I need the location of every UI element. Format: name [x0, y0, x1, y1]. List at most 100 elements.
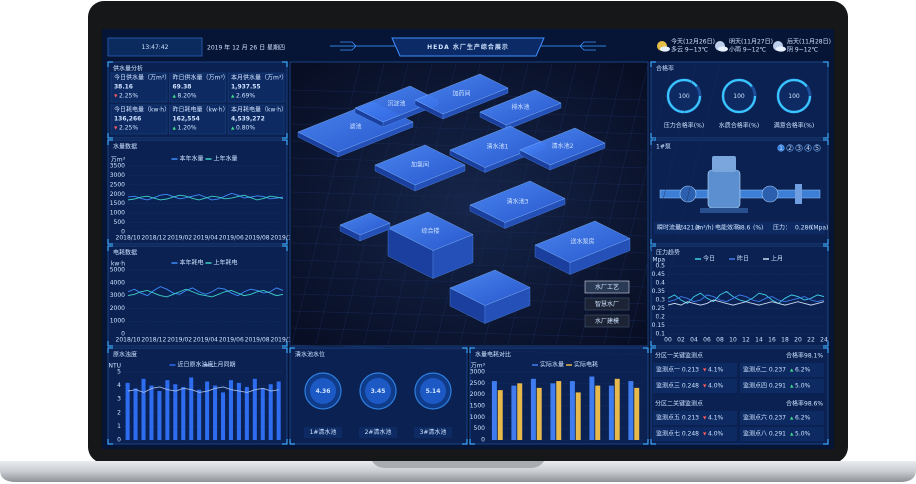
- clock: 13:47:42: [142, 44, 169, 51]
- bar: [276, 381, 281, 440]
- page-dot[interactable]: [813, 144, 821, 152]
- map-grid: [291, 63, 361, 345]
- page-dot[interactable]: [786, 144, 794, 152]
- zone-title: 分区一关键监测点: [655, 352, 703, 360]
- trend-arrow: [172, 126, 176, 130]
- x-tick-label: 2019/04: [193, 235, 218, 242]
- corner-accent: [107, 347, 113, 353]
- corner-accent: [107, 439, 113, 445]
- y-tick-label: 0.25: [652, 305, 666, 312]
- valve: [679, 185, 697, 203]
- y-tick-label: 1500: [470, 403, 485, 410]
- page-dot[interactable]: [795, 144, 803, 152]
- corner-accent: [282, 347, 288, 353]
- map-button-label: 智慧水厂: [595, 300, 619, 308]
- tank-level: 3.45: [371, 388, 386, 395]
- point-change: 4.0%: [708, 383, 724, 390]
- building-top: [479, 89, 562, 126]
- bar: [550, 383, 556, 440]
- trend-arrow: [790, 416, 794, 420]
- y-tick-label: 0: [481, 437, 485, 444]
- gauge-value: 100: [733, 93, 745, 100]
- page-number: 5: [815, 145, 819, 152]
- y-tick-label: 1500: [110, 200, 125, 207]
- y-tick-label: 1000: [470, 414, 485, 421]
- tank-label-box: [414, 427, 452, 438]
- corner-accent: [462, 347, 468, 353]
- bar: [157, 391, 162, 440]
- corner-accent: [282, 245, 288, 251]
- stat-value: 69.38: [173, 84, 192, 91]
- map-grid: [291, 191, 647, 203]
- tank-label: 3#清水池: [420, 428, 447, 436]
- pressure-panel: [650, 245, 829, 347]
- building-top: [519, 127, 606, 166]
- bar: [236, 382, 241, 440]
- y-tick-label: 500: [474, 425, 486, 432]
- stat-change: 0.80%: [236, 125, 255, 132]
- bar: [536, 387, 542, 440]
- corner-accent: [650, 347, 656, 353]
- panel-title: 水量电耗对比: [475, 351, 511, 359]
- laptop-base: [0, 461, 916, 482]
- building-top: [414, 73, 509, 115]
- tank-inner: [420, 378, 446, 404]
- x-tick-label: 06: [703, 337, 711, 344]
- gauge-label: 压力合格率(%): [664, 122, 704, 130]
- pump-stat-unit: (%): [753, 225, 763, 232]
- point-box: [653, 379, 737, 393]
- corner-accent: [282, 139, 288, 145]
- corner-accent: [823, 341, 829, 347]
- weather-desc: 阴 9~12℃: [787, 46, 818, 54]
- y-tick-label: 1: [117, 423, 121, 430]
- bar: [205, 381, 210, 440]
- map-button[interactable]: [584, 314, 630, 328]
- trend-arrow: [790, 368, 794, 372]
- corner-accent: [107, 139, 113, 145]
- map-grid: [291, 327, 647, 339]
- panel-title: 原水浊度: [113, 351, 137, 359]
- map-label: 加氯间: [411, 161, 429, 169]
- map-button[interactable]: [584, 297, 630, 311]
- point-name: 监测点七: [656, 430, 680, 438]
- trend-arrow: [114, 94, 118, 98]
- x-tick-label: 2019/04: [193, 337, 218, 344]
- y-tick-label: 2000: [110, 191, 125, 198]
- corner-accent: [282, 439, 288, 445]
- x-tick-label: 2019/06: [219, 337, 244, 344]
- x-tick-label: 16: [768, 337, 776, 344]
- building-top: [534, 220, 631, 263]
- x-tick-label: 2018/12: [141, 235, 166, 242]
- page-dot[interactable]: [804, 144, 812, 152]
- bar: [228, 380, 233, 440]
- point-value: 0.248: [682, 431, 699, 438]
- bar: [220, 392, 226, 440]
- map-button[interactable]: [584, 280, 630, 294]
- corner-accent: [823, 139, 829, 145]
- valve: [761, 185, 779, 203]
- y-tick-label: 3000: [470, 369, 485, 376]
- page-dot[interactable]: [777, 144, 785, 152]
- x-tick-label: 00: [664, 337, 672, 344]
- trend-arrow: [703, 432, 707, 436]
- y-tick-label: 0.4: [655, 280, 665, 287]
- map-grid: [651, 63, 721, 345]
- title-deco: [340, 41, 596, 51]
- stat-change: 2.25%: [119, 93, 138, 100]
- bar: [497, 390, 503, 440]
- y-tick-label: 0.5: [655, 263, 665, 270]
- x-tick-label: 2018/10: [116, 337, 141, 344]
- map-label: 加药间: [452, 90, 470, 98]
- point-name: 监测点二: [743, 366, 767, 374]
- stat-value: 162,554: [173, 116, 200, 123]
- tank-label: 2#清水池: [365, 428, 392, 436]
- stat-label: 今日耗电量（kw·h）: [114, 106, 170, 114]
- pump-stat-label: 瞬时流量：: [657, 224, 687, 232]
- point-box: [740, 427, 824, 441]
- stat-label: 本月耗电量（kw·h）: [231, 106, 287, 114]
- trend-arrow: [703, 384, 707, 388]
- legend-label: 上年水量: [214, 155, 238, 163]
- legend-label: 上月: [771, 255, 783, 263]
- corner-accent: [650, 239, 656, 245]
